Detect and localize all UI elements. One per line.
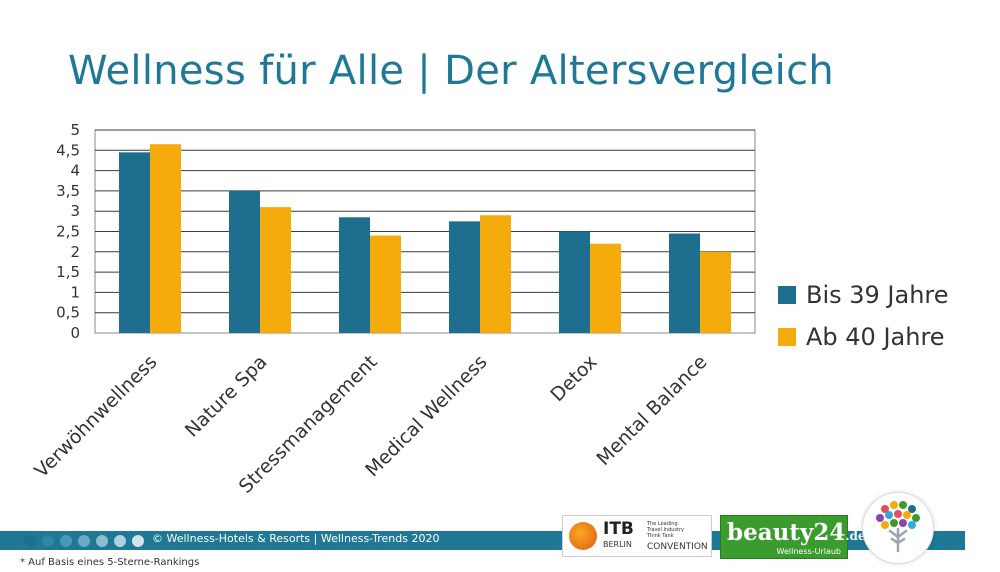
bar-ab-40: [260, 207, 291, 333]
bar-bis-39: [449, 221, 480, 333]
y-tick-label: 1,5: [56, 263, 80, 281]
bar-bis-39: [229, 190, 260, 333]
y-tick-label: 1: [70, 283, 80, 301]
beauty24-logo: beauty24.de Wellness-Urlaub: [720, 515, 866, 559]
footer-dot: [60, 535, 72, 547]
itb-logo-text: ITB: [603, 519, 634, 539]
y-tick-label: 0,5: [56, 304, 80, 322]
x-category-label: Detox: [546, 351, 601, 406]
y-tick-label: 2,5: [56, 223, 80, 241]
page-title: Wellness für Alle | Der Altersvergleich: [68, 48, 835, 94]
bar-bis-39: [119, 152, 150, 333]
footer-dot: [78, 535, 90, 547]
bar-chart: 0 0,5 1 1,5 2 2,5 3 3,5 4 4,5 5 Verwöhnwellness Nat…: [30, 121, 756, 498]
y-tick-label: 0: [70, 324, 80, 342]
footer-dot: [24, 535, 36, 547]
bar-ab-40: [590, 243, 621, 333]
y-tick-label: 4: [70, 162, 80, 180]
bar-ab-40: [150, 144, 181, 333]
x-category-label: Nature Spa: [181, 351, 272, 442]
footer-copyright: © Wellness-Hotels & Resorts | Wellness-T…: [152, 532, 440, 545]
legend-label: Ab 40 Jahre: [806, 323, 945, 351]
tree-icon: [876, 501, 920, 553]
x-category-label: Verwöhnwellness: [30, 351, 161, 482]
legend-item-ab-40: Ab 40 Jahre: [778, 316, 949, 358]
beauty24-logo-subtitle: Wellness-Urlaub: [776, 547, 841, 556]
legend-label: Bis 39 Jahre: [806, 281, 949, 309]
footer-dot: [42, 535, 54, 547]
x-category-label: Medical Wellness: [361, 351, 491, 481]
footnote: * Auf Basis eines 5-Sterne-Rankings: [20, 557, 200, 568]
bar-ab-40: [480, 215, 511, 333]
legend-swatch: [778, 328, 796, 346]
legend-item-bis-39: Bis 39 Jahre: [778, 274, 949, 316]
tree-logo: [862, 492, 934, 564]
y-tick-label: 3,5: [56, 182, 80, 200]
bar-ab-40: [370, 235, 401, 333]
globe-icon: [569, 522, 597, 550]
bar-bis-39: [559, 231, 590, 333]
itb-logo-convention: CONVENTION: [647, 542, 708, 552]
x-category-label: Mental Balance: [593, 351, 712, 470]
bar-bis-39: [669, 233, 700, 333]
bar-bis-39: [339, 217, 370, 333]
itb-logo-city: BERLIN: [603, 540, 632, 549]
y-tick-label: 2: [70, 243, 80, 261]
chart-legend: Bis 39 Jahre Ab 40 Jahre: [778, 274, 949, 358]
footer-dot: [114, 535, 126, 547]
y-tick-label: 5: [70, 121, 80, 139]
footer-dots: [24, 535, 150, 547]
footer-dot: [132, 535, 144, 547]
y-tick-label: 3: [70, 202, 80, 220]
itb-logo: ITB BERLIN The Leading Travel Industry T…: [562, 515, 712, 557]
beauty24-logo-text: beauty24.de: [727, 519, 866, 546]
legend-swatch: [778, 286, 796, 304]
bar-ab-40: [700, 251, 731, 333]
y-tick-label: 4,5: [56, 141, 80, 159]
footer-dot: [96, 535, 108, 547]
itb-logo-tagline: The Leading Travel Industry Think Tank: [647, 521, 685, 539]
